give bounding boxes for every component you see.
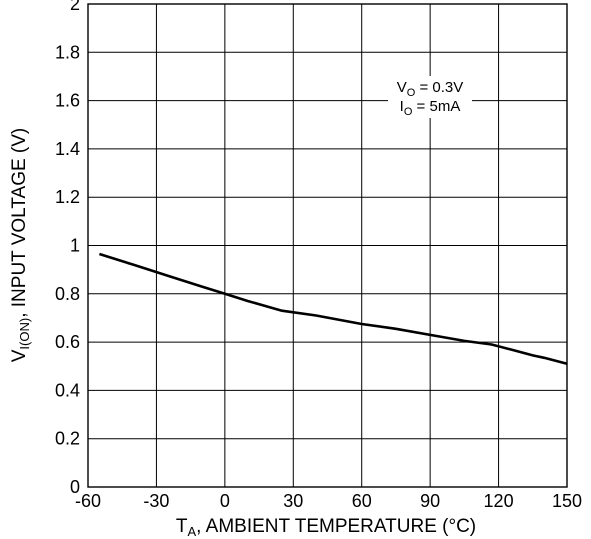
y-tick-label: 1 — [70, 236, 80, 256]
x-tick-label: 90 — [420, 491, 440, 511]
y-tick-labels: 0 0.2 0.4 0.6 0.8 1 1.2 1.4 1.6 1.8 2 — [55, 0, 80, 497]
x-tick-label: 150 — [552, 491, 582, 511]
y-tick-label: 0.4 — [55, 380, 80, 400]
y-tick-label: 0.6 — [55, 332, 80, 352]
y-tick-label: 1.6 — [55, 91, 80, 111]
x-tick-label: -30 — [143, 491, 169, 511]
series-line — [99, 252, 568, 366]
y-tick-label: 0.2 — [55, 429, 80, 449]
x-axis-label: TA, AMBIENT TEMPERATURE (°C) — [176, 516, 476, 539]
x-tick-label: 30 — [283, 491, 303, 511]
annotation-box: VO = 0.3V IO = 5mA — [388, 76, 472, 118]
y-axis-label: VI(ON), INPUT VOLTAGE (V) — [9, 128, 32, 363]
plot-frame — [87, 3, 568, 488]
y-tick-label: 1.4 — [55, 139, 80, 159]
y-tick-label: 0 — [70, 477, 80, 497]
annotation-vo: VO = 0.3V — [397, 79, 464, 99]
y-tick-label: 1.8 — [55, 42, 80, 62]
y-tick-label: 2 — [70, 0, 80, 14]
annotation-io: IO = 5mA — [400, 98, 461, 118]
x-tick-label: 120 — [484, 491, 514, 511]
y-tick-label: 0.8 — [55, 284, 80, 304]
y-tick-label: 1.2 — [55, 187, 80, 207]
x-tick-label: 0 — [220, 491, 230, 511]
x-tick-label: 60 — [352, 491, 372, 511]
x-tick-labels: -60 -30 0 30 60 90 120 150 — [75, 491, 582, 511]
x-tick-label: -60 — [75, 491, 101, 511]
